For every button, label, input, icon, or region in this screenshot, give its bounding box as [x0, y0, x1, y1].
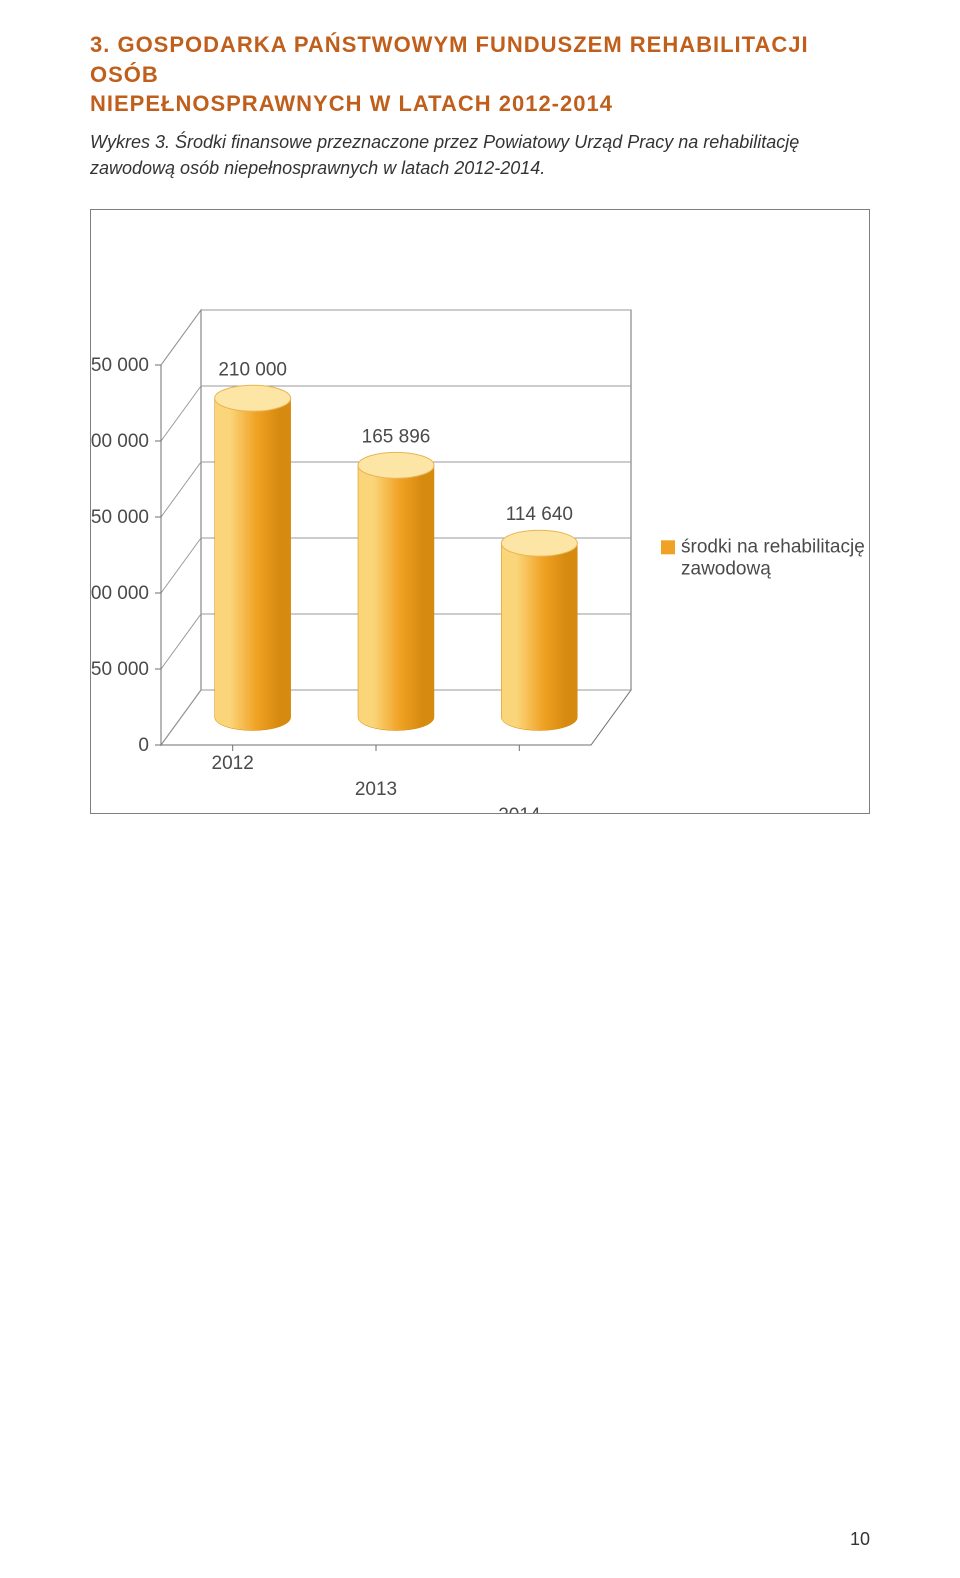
heading-line2: NIEPEŁNOSPRAWNYCH W LATACH 2012-2014	[90, 91, 613, 116]
svg-text:środki na rehabilitację: środki na rehabilitację	[681, 537, 865, 558]
section-heading: 3. GOSPODARKA PAŃSTWOWYM FUNDUSZEM REHAB…	[90, 30, 870, 119]
bar-chart: 0 50 000 100 000 150 000 200 000 250 000 210 0…	[91, 210, 869, 813]
svg-text:210 000: 210 000	[218, 360, 287, 381]
svg-text:2014: 2014	[498, 805, 541, 813]
svg-text:150 000: 150 000	[91, 507, 149, 528]
svg-text:0: 0	[138, 735, 149, 756]
svg-text:100 000: 100 000	[91, 583, 149, 604]
chart-container: 0 50 000 100 000 150 000 200 000 250 000 210 0…	[90, 209, 870, 814]
svg-text:2012: 2012	[212, 753, 254, 774]
svg-text:50 000: 50 000	[91, 659, 149, 680]
svg-text:zawodową: zawodową	[681, 559, 771, 580]
svg-text:165 896: 165 896	[362, 427, 431, 448]
caption-lead: Wykres 3.	[90, 132, 175, 152]
svg-text:114 640: 114 640	[506, 504, 573, 525]
caption-rest: Środki finansowe przeznaczone przez Powi…	[90, 132, 799, 178]
svg-text:200 000: 200 000	[91, 431, 149, 452]
page-number: 10	[850, 1529, 870, 1550]
heading-line1: 3. GOSPODARKA PAŃSTWOWYM FUNDUSZEM REHAB…	[90, 32, 809, 87]
svg-text:250 000: 250 000	[91, 355, 149, 376]
svg-text:2013: 2013	[355, 779, 397, 800]
figure-caption: Wykres 3. Środki finansowe przeznaczone …	[90, 129, 870, 181]
